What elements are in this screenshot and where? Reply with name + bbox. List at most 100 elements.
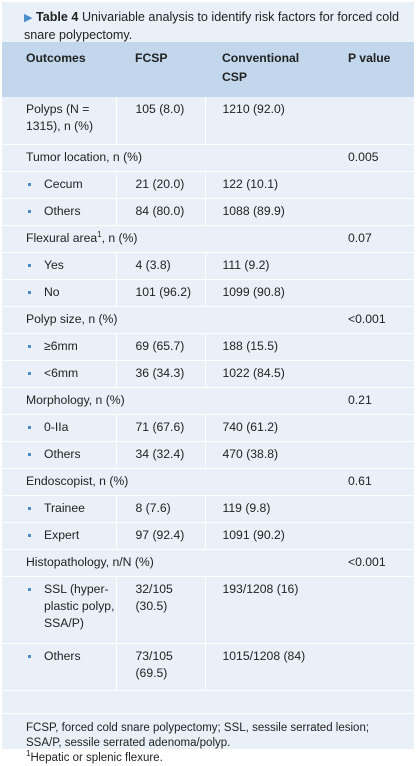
p-value [321, 279, 414, 307]
group-label: Tumor location, n (%) [2, 144, 321, 172]
table-row-subitem: SSL (hyper-plastic polyp, SSA/P) 32/105 (… [2, 576, 414, 644]
p-value [321, 414, 414, 442]
footnote-note: 1Hepatic or splenic flexure. [26, 749, 400, 766]
p-value: 0.07 [321, 225, 414, 253]
row-label: SSL (hyper-plastic polyp, SSA/P) [2, 576, 116, 644]
table-row: Polyp size, n (%) <0.001 [2, 306, 414, 334]
fcsp-value: 4 (3.8) [115, 252, 205, 280]
p-value [321, 360, 414, 388]
fcsp-value: 34 (32.4) [115, 441, 205, 469]
table-row: Flexural area1, n (%) 0.07 [2, 225, 414, 253]
table-row-subitem: Others 84 (80.0) 1088 (89.9) [2, 198, 414, 226]
group-label-text: Endoscopist, n (%) [26, 473, 129, 488]
fcsp-value: 105 (8.0) [115, 97, 205, 145]
p-value: <0.001 [321, 306, 414, 334]
csp-value: 740 (61.2) [204, 414, 321, 442]
csp-value: 1022 (84.5) [204, 360, 321, 388]
footnote-abbreviations: FCSP, forced cold snare polypectomy; SSL… [26, 721, 370, 749]
row-label: Others [2, 441, 116, 469]
header-fcsp: FCSP [135, 51, 168, 65]
p-value [321, 522, 414, 550]
row-label: Others [2, 198, 116, 226]
row-label: Others [2, 643, 116, 691]
table-row-subitem: No 101 (96.2) 1099 (90.8) [2, 279, 414, 307]
csp-value: 193/1208 (16) [204, 576, 321, 644]
p-value [321, 252, 414, 280]
header-p-value: P value [348, 51, 391, 65]
table-footnote: FCSP, forced cold snare polypectomy; SSL… [2, 712, 414, 766]
p-value [321, 495, 414, 523]
p-value [321, 97, 414, 145]
fcsp-value: 8 (7.6) [115, 495, 205, 523]
group-label-text: Histopathology, n/N (%) [26, 554, 154, 569]
table-caption: ▶ Table 4 Univariable analysis to identi… [2, 2, 414, 42]
row-label: Expert [2, 522, 116, 550]
group-label-text: Flexural area [26, 230, 98, 245]
row-label: Polyps (N = 1315), n (%) [2, 97, 116, 145]
table-row-subitem: Others 73/105 (69.5) 1015/1208 (84) [2, 643, 414, 691]
header-outcomes: Outcomes [26, 51, 86, 65]
row-label-text: SSL (hyper-plastic polyp, SSA/P) [44, 581, 115, 630]
row-label-text: Others [44, 203, 81, 218]
group-label: Morphology, n (%) [2, 387, 321, 415]
fcsp-value: 101 (96.2) [115, 279, 205, 307]
fcsp-value: 21 (20.0) [115, 171, 205, 199]
row-label: Trainee [2, 495, 116, 523]
csp-value: 119 (9.8) [204, 495, 321, 523]
row-label-text: <6mm [44, 365, 79, 380]
footnote-text: Hepatic or splenic flexure. [30, 751, 163, 764]
row-label-text: Others [44, 648, 81, 663]
table-row-subitem: ≥6mm 69 (65.7) 188 (15.5) [2, 333, 414, 361]
group-label: Flexural area1, n (%) [2, 225, 321, 253]
row-label-text: 0-IIa [44, 419, 69, 434]
fcsp-value: 36 (34.3) [115, 360, 205, 388]
csp-value: 1015/1208 (84) [204, 643, 321, 691]
table-row: Morphology, n (%) 0.21 [2, 387, 414, 415]
row-label-text: Yes [44, 257, 64, 272]
p-value [321, 198, 414, 226]
group-label-text: Tumor location, n (%) [26, 149, 143, 164]
data-table: Outcomes FCSP Conventional CSP P value P… [2, 42, 414, 691]
group-label: Polyp size, n (%) [2, 306, 321, 334]
row-label: No [2, 279, 116, 307]
table-row-subitem: <6mm 36 (34.3) 1022 (84.5) [2, 360, 414, 388]
csp-value: 1210 (92.0) [204, 97, 321, 145]
p-value [321, 643, 414, 691]
group-label-text: Polyp size, n (%) [26, 311, 118, 326]
p-value: <0.001 [321, 549, 414, 577]
fcsp-value: 32/105 (30.5) [115, 576, 205, 644]
p-value [321, 333, 414, 361]
table-row: Polyps (N = 1315), n (%) 105 (8.0) 1210 (9… [2, 97, 414, 145]
fcsp-value: 71 (67.6) [115, 414, 205, 442]
table-row-subitem: Cecum 21 (20.0) 122 (10.1) [2, 171, 414, 199]
fcsp-value: 69 (65.7) [115, 333, 205, 361]
row-label-text: Cecum [44, 176, 83, 191]
table-row-subitem: Others 34 (32.4) 470 (38.8) [2, 441, 414, 469]
group-label: Endoscopist, n (%) [2, 468, 321, 496]
fcsp-value: 73/105 (69.5) [115, 643, 205, 691]
row-label-text: No [44, 284, 60, 299]
table-title: Univariable analysis to identify risk fa… [24, 10, 400, 42]
csp-value: 1088 (89.9) [204, 198, 321, 226]
table-number: Table 4 [35, 10, 79, 24]
group-label-suffix: , n (%) [101, 230, 138, 245]
group-label: Histopathology, n/N (%) [2, 549, 321, 577]
p-value: 0.21 [321, 387, 414, 415]
row-label: <6mm [2, 360, 116, 388]
group-label-text: Morphology, n (%) [26, 392, 125, 407]
p-value [321, 171, 414, 199]
csp-value: 470 (38.8) [204, 441, 321, 469]
table-row: Tumor location, n (%) 0.005 [2, 144, 414, 172]
row-label: 0-IIa [2, 414, 116, 442]
p-value [321, 441, 414, 469]
table-row: Endoscopist, n (%) 0.61 [2, 468, 414, 496]
table-row-subitem: Yes 4 (3.8) 111 (9.2) [2, 252, 414, 280]
footnote-marker: 1 [97, 229, 102, 239]
csp-value: 188 (15.5) [204, 333, 321, 361]
row-label-text: Trainee [44, 500, 85, 515]
row-label: Cecum [2, 171, 116, 199]
row-label: Yes [2, 252, 116, 280]
row-label: ≥6mm [2, 333, 116, 361]
csp-value: 1091 (90.2) [204, 522, 321, 550]
